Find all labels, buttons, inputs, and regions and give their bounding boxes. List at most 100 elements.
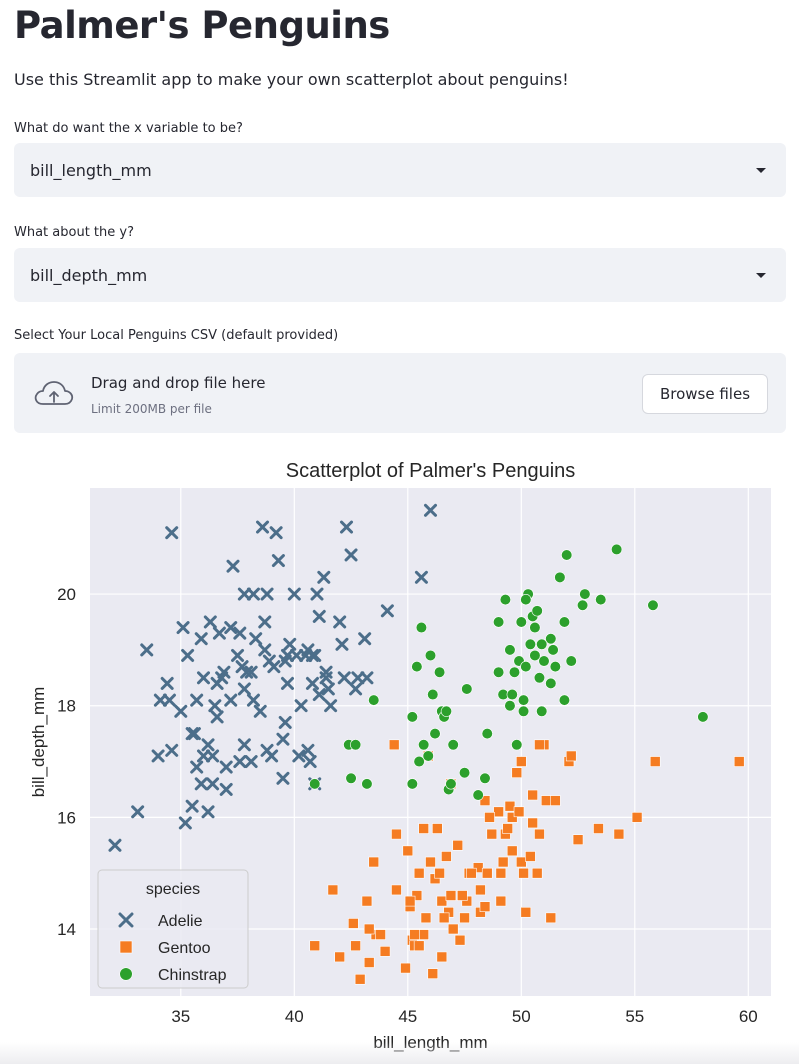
data-point-adelie — [160, 676, 174, 690]
data-point-gentoo — [525, 851, 536, 862]
data-point-adelie — [290, 648, 304, 662]
x-tick-label: 50 — [512, 1007, 531, 1026]
data-point-gentoo — [368, 856, 380, 868]
x-select-label: What do want the x variable to be? — [14, 121, 243, 136]
data-point-gentoo — [495, 895, 507, 907]
data-point-adelie — [335, 637, 349, 651]
data-point-adelie — [165, 526, 179, 540]
data-point-chinstrap — [549, 661, 561, 673]
data-point-gentoo — [432, 823, 443, 834]
data-point-gentoo — [502, 823, 513, 834]
chart-title: Scatterplot of Palmer's Penguins — [286, 460, 576, 482]
data-point-adelie — [253, 704, 267, 718]
data-point-adelie — [162, 693, 176, 707]
data-point-adelie — [187, 727, 201, 741]
data-point-chinstrap — [411, 661, 423, 673]
data-point-gentoo — [493, 806, 504, 818]
y-variable-select[interactable]: bill_depth_mm — [14, 248, 786, 302]
data-point-chinstrap — [415, 621, 428, 634]
x-tick-label: 60 — [739, 1007, 758, 1026]
data-point-adelie — [224, 693, 238, 707]
data-point-gentoo — [363, 957, 375, 968]
data-point-gentoo — [334, 951, 346, 963]
data-point-gentoo — [572, 834, 584, 845]
data-point-chinstrap — [533, 672, 546, 684]
data-point-gentoo — [520, 906, 532, 918]
data-point-adelie — [258, 643, 272, 657]
legend-marker-adelie — [118, 912, 134, 928]
file-dropzone[interactable]: Drag and drop file here Limit 200MB per … — [14, 353, 786, 433]
data-point-adelie — [351, 671, 365, 685]
data-point-gentoo — [479, 901, 491, 912]
legend-label-chinstrap: Chinstrap — [158, 967, 227, 984]
data-point-adelie — [287, 587, 301, 601]
data-point-adelie — [206, 749, 220, 763]
data-point-chinstrap — [504, 700, 516, 712]
x-variable-select[interactable]: bill_length_mm — [14, 143, 786, 197]
data-point-gentoo — [454, 934, 466, 946]
data-point-adelie — [244, 665, 258, 679]
data-point-chinstrap — [545, 677, 557, 689]
data-point-gentoo — [418, 929, 429, 940]
data-point-gentoo — [438, 912, 450, 924]
legend-title: species — [146, 881, 200, 898]
data-point-chinstrap — [440, 705, 452, 717]
data-point-gentoo — [391, 828, 402, 840]
data-point-gentoo — [479, 795, 491, 806]
data-point-adelie — [258, 615, 272, 629]
x-tick-label: 55 — [625, 1007, 644, 1026]
data-point-gentoo — [486, 828, 498, 840]
data-point-adelie — [201, 738, 215, 752]
chevron-down-icon — [756, 167, 766, 173]
data-point-gentoo — [534, 739, 545, 751]
data-point-adelie — [237, 738, 251, 752]
data-point-chinstrap — [445, 778, 457, 790]
data-point-gentoo — [425, 856, 436, 868]
y-tick-label: 14 — [57, 920, 76, 939]
data-point-adelie — [319, 671, 333, 685]
uploader-label: Select Your Local Penguins CSV (default … — [14, 328, 339, 343]
data-point-adelie — [312, 688, 326, 702]
data-point-adelie — [249, 632, 263, 646]
data-point-chinstrap — [406, 711, 418, 723]
data-point-gentoo — [518, 867, 529, 879]
data-point-gentoo — [545, 912, 557, 924]
data-point-chinstrap — [447, 739, 459, 751]
data-point-adelie — [174, 704, 188, 718]
file-limit-text: Limit 200MB per file — [91, 402, 212, 416]
data-point-chinstrap — [529, 649, 541, 662]
data-point-gentoo — [515, 756, 527, 767]
data-point-gentoo — [540, 795, 552, 806]
data-point-adelie — [208, 699, 222, 713]
legend-label-gentoo: Gentoo — [158, 940, 211, 957]
data-point-adelie — [246, 587, 260, 601]
data-point-adelie — [265, 749, 279, 763]
data-point-chinstrap — [536, 638, 548, 650]
data-point-gentoo — [733, 756, 745, 767]
data-point-chinstrap — [538, 655, 550, 667]
data-point-adelie — [233, 755, 247, 769]
data-point-adelie — [276, 732, 290, 746]
data-point-chinstrap — [517, 705, 530, 717]
data-point-adelie — [312, 609, 326, 623]
data-point-chinstrap — [345, 772, 357, 784]
data-point-chinstrap — [558, 694, 571, 706]
data-point-adelie — [233, 626, 247, 640]
y-axis-label: bill_depth_mm — [29, 687, 48, 798]
data-point-chinstrap — [595, 594, 607, 606]
data-point-gentoo — [427, 968, 439, 979]
browse-files-button[interactable]: Browse files — [642, 374, 768, 414]
data-point-chinstrap — [413, 755, 425, 768]
data-point-gentoo — [550, 795, 561, 806]
data-point-gentoo — [456, 890, 468, 901]
cloud-upload-icon — [34, 381, 74, 405]
data-point-gentoo — [413, 867, 425, 879]
data-point-chinstrap — [309, 778, 321, 790]
data-point-gentoo — [361, 895, 373, 907]
data-point-adelie — [303, 755, 317, 769]
data-point-adelie — [237, 587, 251, 601]
data-point-adelie — [176, 621, 190, 635]
data-point-chinstrap — [697, 711, 709, 723]
y-tick-label: 20 — [57, 585, 76, 604]
data-point-chinstrap — [520, 594, 532, 606]
